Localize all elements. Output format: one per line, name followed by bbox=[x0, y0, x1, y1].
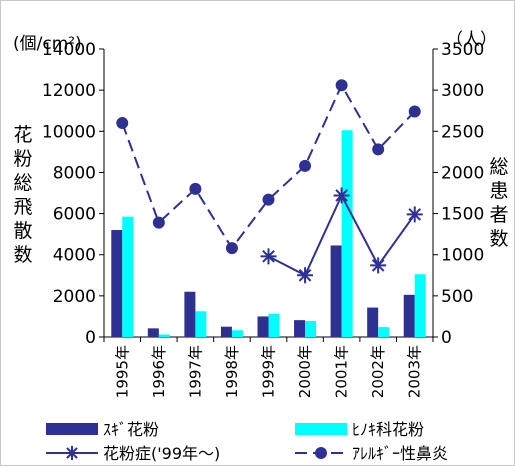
allergic-rhinitis-point bbox=[372, 143, 385, 156]
hay-fever-point bbox=[370, 257, 387, 274]
hinoki-bar bbox=[122, 216, 134, 337]
right-axis-title-char: 患 bbox=[489, 180, 508, 202]
right-tick-label: 0 bbox=[441, 328, 452, 348]
sugi-bar bbox=[184, 291, 196, 337]
hinoki-bar bbox=[231, 330, 243, 337]
hinoki-bar bbox=[268, 313, 280, 337]
legend-hay-fever-marker bbox=[65, 446, 79, 460]
left-unit-label: (個/cm²) bbox=[13, 34, 82, 54]
x-tick-label: 1998年 bbox=[223, 345, 241, 398]
sugi-bar bbox=[111, 230, 123, 337]
x-tick-label: 2002年 bbox=[369, 345, 387, 398]
right-axis-title-char: 総 bbox=[489, 156, 508, 178]
left-axis-title-char: 散 bbox=[13, 220, 32, 242]
left-tick-label: 0 bbox=[85, 328, 96, 348]
hinoki-bar bbox=[378, 327, 390, 337]
right-tick-label: 1500 bbox=[441, 205, 484, 225]
right-tick-label: 3000 bbox=[441, 81, 484, 101]
allergic-rhinitis-line bbox=[121, 83, 416, 250]
legend-sugi-swatch bbox=[46, 423, 98, 435]
legend-sugi-label: ｽｷﾞ花粉 bbox=[103, 420, 159, 439]
allergic-rhinitis-point bbox=[408, 105, 421, 118]
left-tick-label: 2000 bbox=[53, 287, 96, 307]
hay-fever-point bbox=[406, 206, 423, 223]
sugi-bar bbox=[367, 307, 379, 337]
right-axis-title-char: 者 bbox=[489, 204, 508, 226]
x-tick-label: 2003年 bbox=[406, 345, 424, 398]
sugi-bar bbox=[294, 320, 306, 337]
line-series bbox=[116, 79, 423, 284]
right-tick-label: 500 bbox=[441, 287, 473, 307]
hinoki-bar bbox=[414, 274, 426, 337]
sugi-bar bbox=[257, 316, 269, 337]
x-tick-label: 1997年 bbox=[186, 345, 204, 398]
x-tick-label: 1999年 bbox=[260, 345, 278, 398]
left-axis-title-char: 粉 bbox=[13, 148, 32, 170]
left-axis-title-char: 花 bbox=[13, 124, 32, 146]
hay-fever-point bbox=[297, 267, 314, 284]
hay-fever-point bbox=[333, 187, 350, 204]
left-tick-label: 12000 bbox=[42, 81, 96, 101]
legend-rhinitis-label: ｱﾚﾙｷﾞｰ性鼻炎 bbox=[352, 444, 448, 463]
bar-series bbox=[111, 130, 426, 337]
right-tick-label: 2500 bbox=[441, 122, 484, 142]
hay-fever-point bbox=[260, 248, 277, 265]
legend-hinoki-swatch bbox=[295, 423, 347, 435]
asterisk-stroke bbox=[66, 447, 78, 459]
left-axis: 0 2000 4000 6000 8000 10000 12000 14000(個/cm²) 花… bbox=[13, 34, 105, 348]
left-tick-label: 6000 bbox=[53, 205, 96, 225]
allergic-rhinitis-point bbox=[225, 242, 238, 255]
right-unit-label: （人） bbox=[446, 30, 497, 50]
asterisk-stroke bbox=[408, 208, 422, 221]
allergic-rhinitis-point bbox=[335, 79, 348, 92]
allergic-rhinitis-point bbox=[116, 117, 129, 130]
x-tick-label: 2000年 bbox=[296, 345, 314, 398]
x-tick-label: 1996年 bbox=[150, 345, 168, 398]
right-tick-label: 1000 bbox=[441, 246, 484, 266]
hinoki-bar bbox=[305, 320, 317, 337]
asterisk-stroke bbox=[371, 259, 385, 272]
sugi-bar bbox=[403, 294, 415, 337]
left-axis-title-char: 総 bbox=[13, 172, 32, 194]
asterisk-stroke bbox=[298, 268, 312, 282]
sugi-bar bbox=[220, 326, 232, 337]
asterisk-stroke bbox=[262, 250, 275, 263]
x-axis: 1995年 1996年 1997年 1998年 1999年 2000年 2001年 2002年… bbox=[103, 336, 434, 398]
left-tick-label: 14000 bbox=[42, 40, 96, 60]
left-axis-title-char: 飛 bbox=[13, 196, 32, 218]
hinoki-bar bbox=[341, 130, 353, 337]
x-tick-label: 1995年 bbox=[113, 345, 131, 398]
left-tick-label: 8000 bbox=[53, 163, 96, 183]
left-tick-label: 10000 bbox=[42, 122, 96, 142]
x-tick-label: 2001年 bbox=[333, 345, 351, 398]
hinoki-bar bbox=[158, 334, 170, 337]
allergic-rhinitis-point bbox=[189, 182, 202, 195]
sugi-bar bbox=[330, 245, 342, 337]
allergic-rhinitis-point bbox=[152, 216, 165, 229]
allergic-rhinitis-point bbox=[299, 159, 312, 172]
legend-hay-fever-label: 花粉症('99年～) bbox=[103, 444, 220, 463]
asterisk-stroke bbox=[335, 189, 348, 202]
left-tick-label: 4000 bbox=[53, 246, 96, 266]
allergic-rhinitis-point bbox=[262, 193, 275, 206]
hinoki-bar bbox=[195, 311, 207, 337]
legend-hinoki-label: ﾋﾉｷ科花粉 bbox=[352, 420, 424, 439]
right-axis-title-char: 数 bbox=[489, 228, 508, 250]
right-tick-label: 3500 bbox=[441, 40, 484, 60]
sugi-bar bbox=[147, 328, 159, 337]
legend-rhinitis-marker bbox=[315, 447, 327, 459]
left-axis-title-char: 数 bbox=[13, 244, 32, 266]
right-tick-label: 2000 bbox=[441, 163, 484, 183]
